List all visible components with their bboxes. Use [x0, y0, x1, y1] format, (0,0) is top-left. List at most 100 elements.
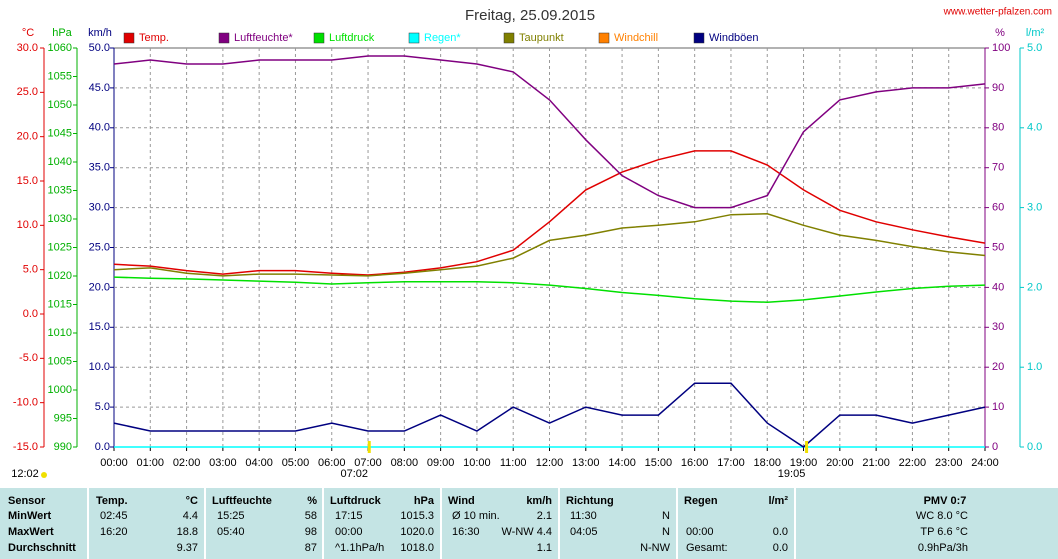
y-tick-label: 30 [992, 321, 1004, 333]
series-line [113, 55, 986, 209]
x-tick-label: 14:00 [608, 457, 636, 469]
source: www.wetter-pfalzen.com [943, 7, 1052, 18]
x-tick-label: 22:00 [899, 457, 927, 469]
table-header: Sensor [8, 495, 46, 507]
table-cell: 9.37 [177, 542, 198, 554]
y-tick-label: 990 [54, 441, 72, 453]
legend-swatch [693, 32, 705, 44]
legend-swatch [218, 32, 230, 44]
y-tick-label: 5.0 [1027, 42, 1042, 54]
x-tick-label: 04:00 [245, 457, 273, 469]
y-tick-label: 10.0 [89, 361, 110, 373]
table-cell: 4.4 [183, 510, 198, 522]
table-cell: 1020.0 [400, 526, 434, 538]
sun-marker [367, 441, 371, 453]
y-tick-label: 0.0 [95, 441, 110, 453]
y-tick-label: 90 [992, 82, 1004, 94]
table-header: % [307, 495, 317, 507]
sun-marker [805, 441, 809, 453]
table-cell: WC 8.0 °C [916, 510, 968, 522]
x-tick-label: 20:00 [826, 457, 854, 469]
legend-label: Regen* [424, 32, 461, 44]
table-cell: 04:05 [570, 526, 598, 538]
table-header: Regen [684, 495, 718, 507]
table-background [0, 488, 1058, 559]
table-header: PMV 0:7 [924, 495, 967, 507]
y-tick-label: -15.0 [13, 441, 38, 453]
y-tick-label: 5.0 [23, 264, 38, 276]
y-tick-label: 80 [992, 122, 1004, 134]
summary-table: Sensor Temp. °C Luftfeuchte% Luftdruck hPa Win… [8, 488, 968, 559]
y-tick-label: 1000 [48, 384, 72, 396]
axis-unit: % [995, 27, 1005, 39]
legend-label: Taupunkt [519, 32, 564, 44]
table-header: Luftfeuchte [212, 495, 272, 507]
chart-title: Freitag, 25.09.2015 [465, 7, 595, 24]
x-tick-label: 08:00 [391, 457, 419, 469]
daylength-label: 12:02 [11, 468, 39, 480]
y-tick-label: 10.0 [17, 219, 38, 231]
y-tick-label: 0.0 [23, 308, 38, 320]
y-tick-label: 1025 [48, 241, 72, 253]
y-tick-label: 40.0 [89, 122, 110, 134]
legend-swatch [313, 32, 325, 44]
y-tick-label: 1055 [48, 70, 72, 82]
table-cell: 15:25 [217, 510, 245, 522]
legend-label: Windböen [709, 32, 759, 44]
x-tick-label: 24:00 [971, 457, 999, 469]
table-cell: TP 6.6 °C [920, 526, 968, 538]
y-tick-label: 25.0 [17, 86, 38, 98]
y-tick-label: 50.0 [89, 42, 110, 54]
y-tick-label: 15.0 [17, 175, 38, 187]
legend-swatch [598, 32, 610, 44]
table-cell: Gesamt: [686, 542, 728, 554]
legend-label: Temp. [139, 32, 169, 44]
y-tick-label: 30.0 [17, 42, 38, 54]
x-tick-label: 21:00 [862, 457, 890, 469]
y-tick-label: 5.0 [95, 401, 110, 413]
y-tick-label: -10.0 [13, 397, 38, 409]
legend-swatch [408, 32, 420, 44]
legend-label: Windchill [614, 32, 658, 44]
y-tick-label: 3.0 [1027, 202, 1042, 214]
legend-label: Luftfeuchte* [234, 32, 293, 44]
y-tick-label: 1010 [48, 327, 72, 339]
y-tick-label: 60 [992, 202, 1004, 214]
y-tick-label: 20.0 [89, 281, 110, 293]
sunrise-label: 07:02 [340, 468, 368, 480]
table-cell: 98 [305, 526, 317, 538]
row-label: MinWert [8, 510, 52, 522]
x-tick-label: 13:00 [572, 457, 600, 469]
x-tick-label: 11:00 [500, 457, 527, 469]
x-tick-label: 06:00 [318, 457, 346, 469]
x-tick-label: 23:00 [935, 457, 963, 469]
y-tick-label: 2.0 [1027, 281, 1042, 293]
y-tick-label: 50 [992, 241, 1004, 253]
series-line [113, 382, 986, 448]
table-cell: ^1.1hPa/h [335, 542, 384, 554]
y-tick-label: 1015 [48, 298, 72, 310]
table-cell: 00:00 [686, 526, 714, 538]
y-tick-label: -5.0 [19, 352, 38, 364]
y-tick-label: 1050 [48, 99, 72, 111]
series-line [113, 213, 986, 277]
y-tick-label: 30.0 [89, 202, 110, 214]
table-cell: 1.1 [537, 542, 552, 554]
table-cell: 87 [305, 542, 317, 554]
x-tick-label: 03:00 [209, 457, 237, 469]
table-cell: 02:45 [100, 510, 128, 522]
legend-swatch [123, 32, 135, 44]
table-cell: N [662, 510, 670, 522]
axis-unit: hPa [52, 27, 72, 39]
sunset-label: 19:05 [778, 468, 806, 480]
y-tick-label: 1.0 [1027, 361, 1042, 373]
y-tick-label: 995 [54, 412, 72, 424]
y-tick-label: 45.0 [89, 82, 110, 94]
table-header: hPa [414, 495, 435, 507]
x-tick-label: 05:00 [282, 457, 310, 469]
y-tick-label: 4.0 [1027, 122, 1042, 134]
y-tick-label: 40 [992, 281, 1004, 293]
table-cell: 05:40 [217, 526, 245, 538]
axis-unit: km/h [88, 27, 112, 39]
table-header: Luftdruck [330, 495, 382, 507]
